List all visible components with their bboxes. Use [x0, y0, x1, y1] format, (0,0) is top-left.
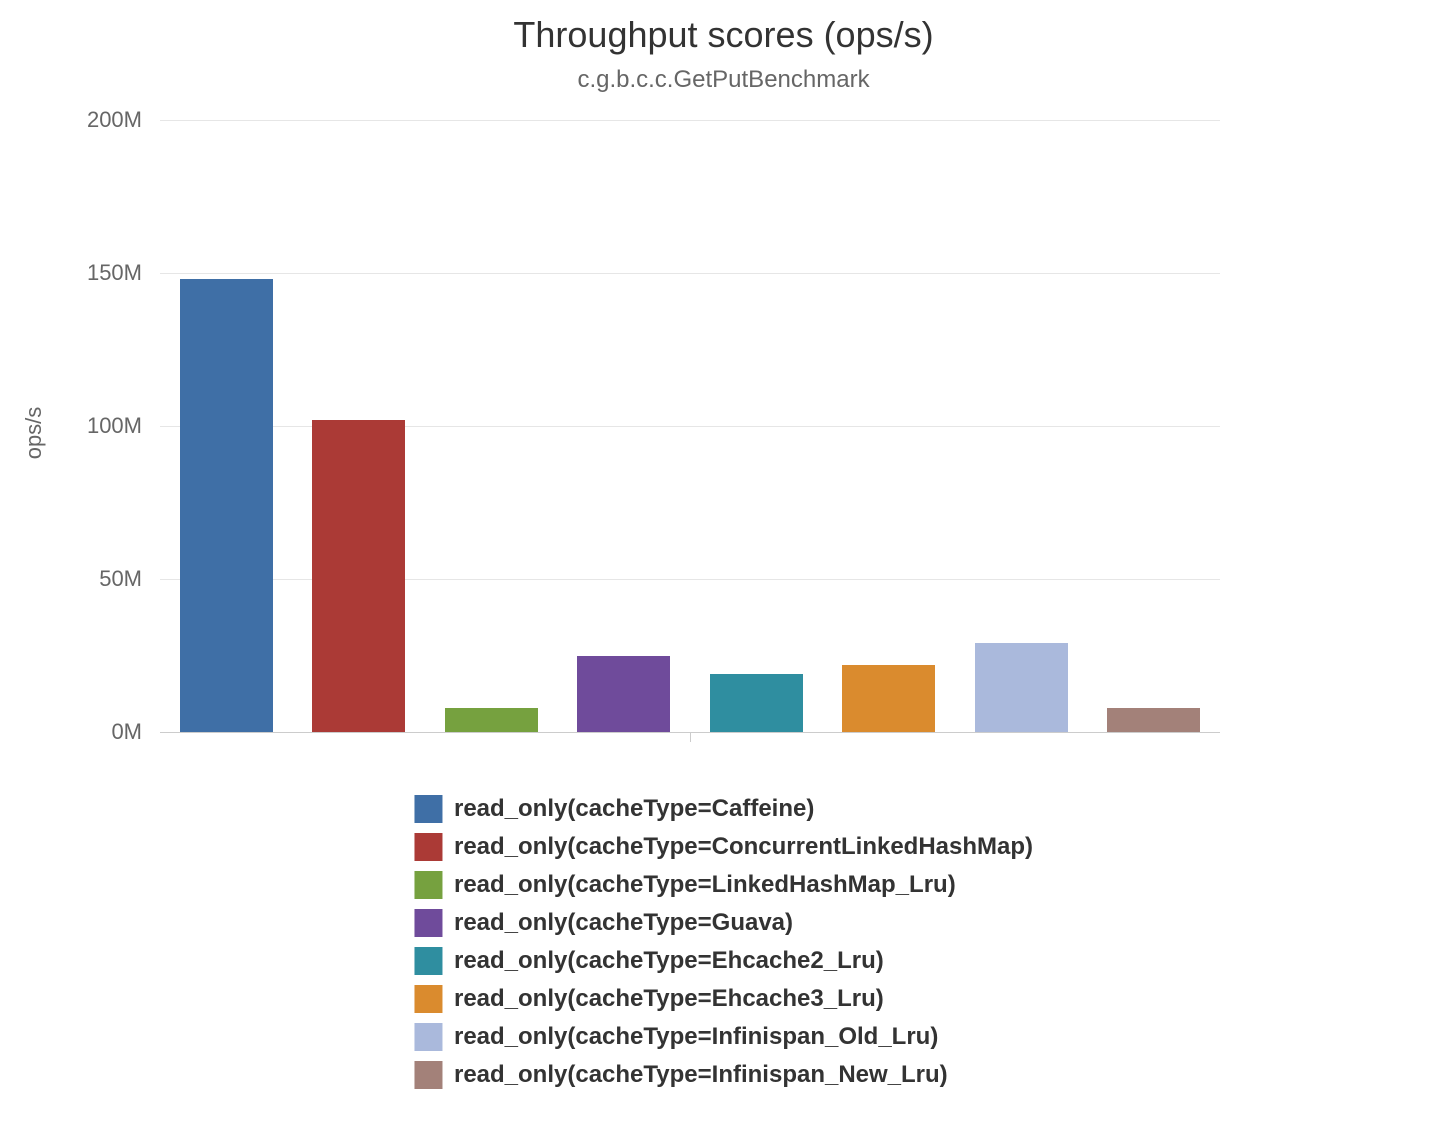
legend-item: read_only(cacheType=LinkedHashMap_Lru) [414, 866, 1033, 904]
bar [710, 674, 803, 732]
legend-label: read_only(cacheType=Infinispan_New_Lru) [454, 1061, 948, 1089]
legend-swatch [414, 871, 442, 899]
y-tick-label: 200M [87, 107, 160, 133]
bar [842, 665, 935, 732]
legend: read_only(cacheType=Caffeine) read_only(c… [414, 790, 1033, 1094]
legend-swatch [414, 795, 442, 823]
gridline [160, 273, 1220, 274]
y-tick-label: 100M [87, 413, 160, 439]
legend-item: read_only(cacheType=Ehcache3_Lru) [414, 980, 1033, 1018]
bar [445, 708, 538, 732]
gridline [160, 120, 1220, 121]
y-axis-label: ops/s [21, 403, 47, 463]
bar [975, 643, 1068, 732]
legend-swatch [414, 833, 442, 861]
legend-label: read_only(cacheType=LinkedHashMap_Lru) [454, 871, 956, 899]
y-tick-label: 150M [87, 260, 160, 286]
legend-swatch [414, 947, 442, 975]
legend-swatch [414, 1023, 442, 1051]
legend-item: read_only(cacheType=Infinispan_New_Lru) [414, 1056, 1033, 1094]
legend-swatch [414, 1061, 442, 1089]
legend-swatch [414, 909, 442, 937]
bar [1107, 708, 1200, 732]
chart-subtitle: c.g.b.c.c.GetPutBenchmark [0, 66, 1447, 94]
legend-item: read_only(cacheType=Ehcache2_Lru) [414, 942, 1033, 980]
y-tick-label: 0M [111, 719, 160, 745]
bar [312, 420, 405, 732]
legend-label: read_only(cacheType=Infinispan_Old_Lru) [454, 1023, 938, 1051]
legend-label: read_only(cacheType=ConcurrentLinkedHash… [454, 833, 1033, 861]
chart-title: Throughput scores (ops/s) [0, 0, 1447, 56]
chart-container: Throughput scores (ops/s) c.g.b.c.c.GetP… [0, 0, 1447, 1146]
y-tick-label: 50M [99, 566, 160, 592]
bar [180, 279, 273, 732]
legend-swatch [414, 985, 442, 1013]
legend-item: read_only(cacheType=Guava) [414, 904, 1033, 942]
legend-label: read_only(cacheType=Guava) [454, 909, 793, 937]
x-tick [690, 732, 691, 742]
legend-item: read_only(cacheType=Infinispan_Old_Lru) [414, 1018, 1033, 1056]
legend-label: read_only(cacheType=Caffeine) [454, 795, 814, 823]
plot-area: 0M50M100M150M200M [160, 120, 1220, 732]
legend-item: read_only(cacheType=ConcurrentLinkedHash… [414, 828, 1033, 866]
bar [577, 656, 670, 733]
legend-item: read_only(cacheType=Caffeine) [414, 790, 1033, 828]
legend-label: read_only(cacheType=Ehcache3_Lru) [454, 985, 884, 1013]
legend-label: read_only(cacheType=Ehcache2_Lru) [454, 947, 884, 975]
